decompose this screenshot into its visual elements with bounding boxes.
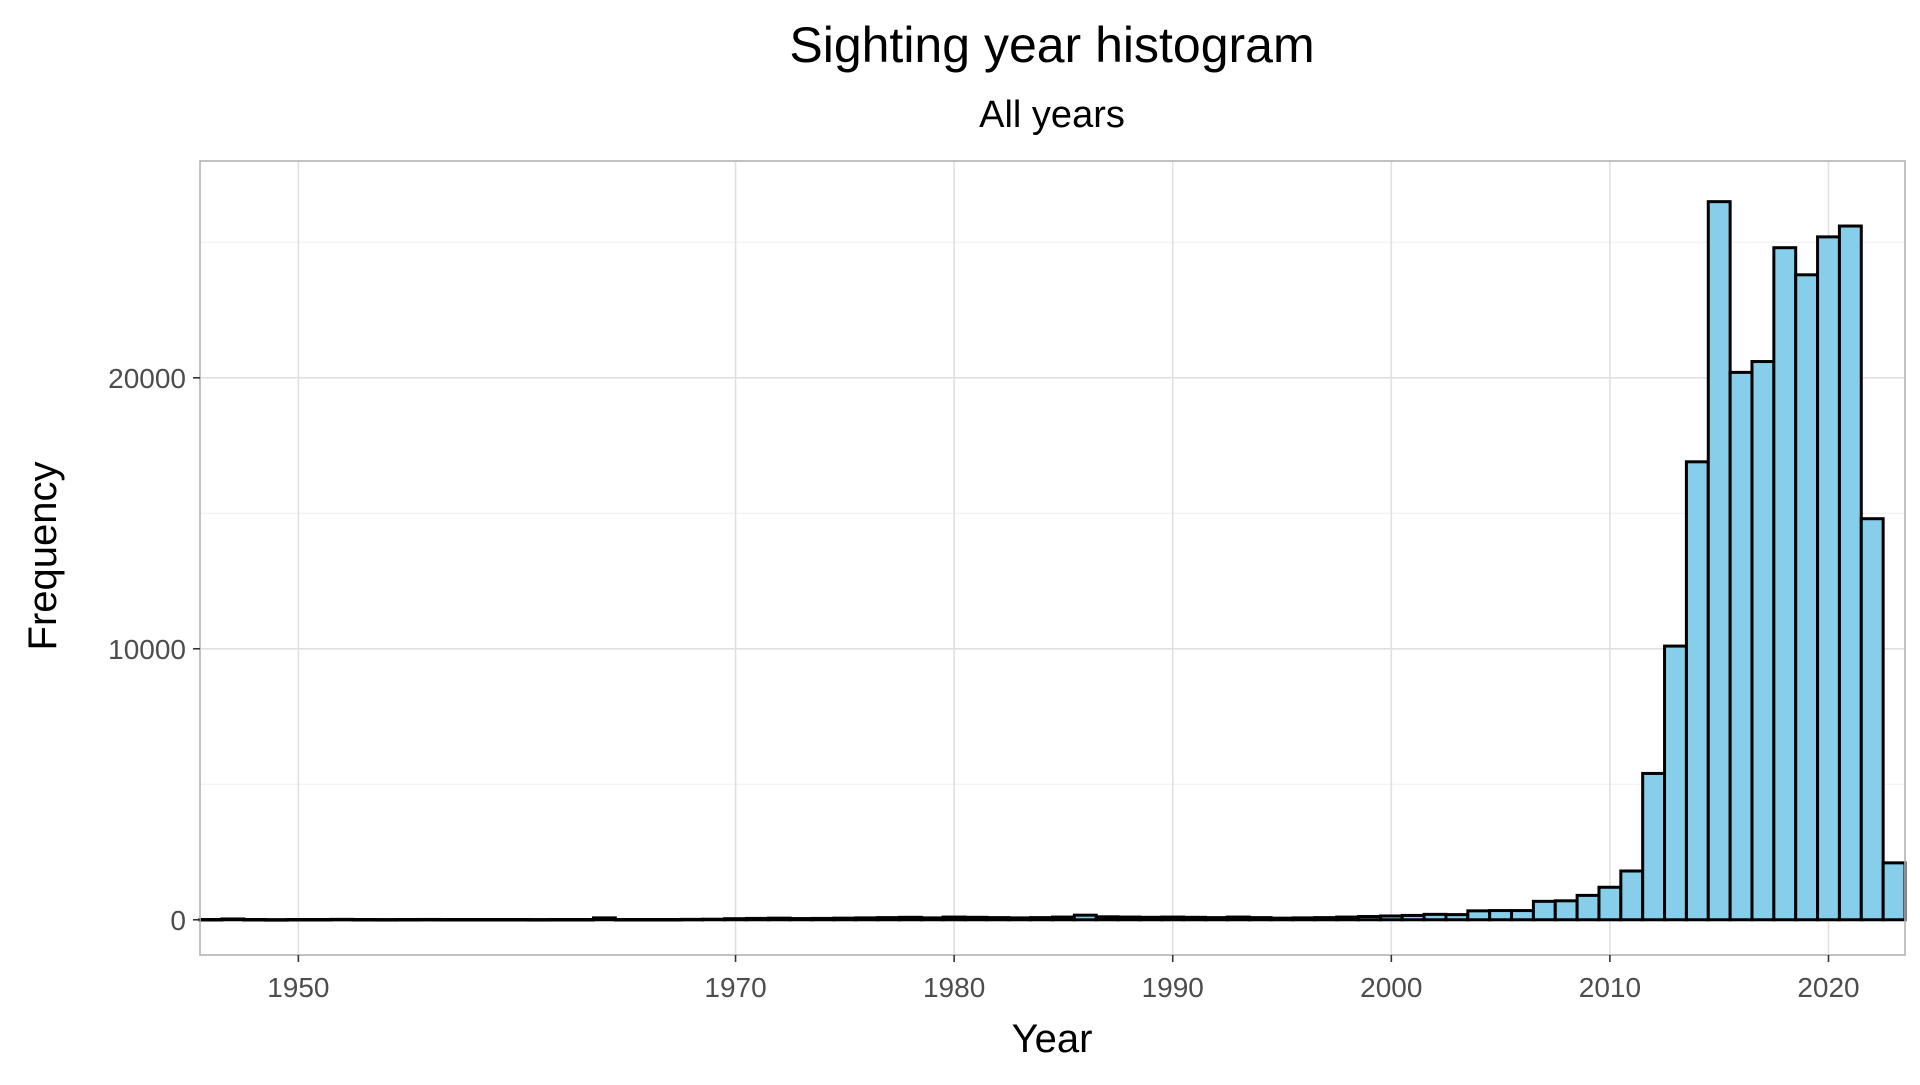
histogram-bar: [482, 918, 508, 922]
histogram-bar: [1444, 913, 1470, 922]
histogram-bar: [1510, 909, 1535, 922]
histogram-bar: [657, 918, 683, 922]
histogram-bar: [570, 918, 595, 922]
histogram-bar: [1269, 916, 1295, 922]
histogram-bar: [788, 917, 814, 922]
histogram-bar: [1663, 644, 1688, 922]
histogram-bar: [723, 917, 748, 922]
histogram-bar: [1772, 246, 1798, 922]
histogram-bar: [1881, 861, 1907, 922]
y-tick-label: 20000: [108, 363, 186, 394]
histogram-bar: [919, 916, 945, 922]
histogram-bar: [1051, 915, 1076, 922]
histogram-bar: [1553, 899, 1579, 922]
histogram-bar: [985, 916, 1011, 922]
histogram-bar: [832, 916, 858, 922]
histogram-bar: [963, 915, 989, 922]
histogram-bar: [285, 918, 311, 922]
histogram-bar: [1291, 916, 1317, 922]
histogram-bar: [438, 918, 464, 922]
histogram-bar: [1575, 893, 1601, 922]
x-tick-label: 1980: [923, 972, 985, 1003]
histogram-bar: [417, 917, 442, 922]
bars: [198, 200, 1907, 922]
histogram-bar: [1684, 460, 1710, 922]
histogram-bar: [1225, 915, 1251, 922]
histogram-bar: [1007, 916, 1033, 922]
y-axis-title: Frequency: [21, 462, 65, 651]
histogram-bar: [329, 917, 355, 922]
histogram-bar: [1029, 916, 1054, 922]
histogram-bar: [1357, 915, 1382, 922]
histogram-bar: [1204, 916, 1229, 922]
x-tick-label: 1990: [1142, 972, 1204, 1003]
histogram-bar: [1138, 915, 1164, 922]
histogram-bar: [373, 918, 399, 922]
histogram-bar: [1706, 200, 1732, 922]
histogram-bar: [395, 918, 421, 922]
histogram-bar: [1400, 913, 1426, 922]
x-tick-label: 1970: [704, 972, 766, 1003]
y-tick-label: 10000: [108, 634, 186, 665]
histogram-bar: [1531, 899, 1557, 922]
plot-panel-border: [199, 160, 1906, 956]
axes: 1950 1970 1980 1990 2000 2010 2020 0 10000 20000: [108, 363, 1860, 1003]
histogram-bar: [242, 918, 268, 922]
histogram-bar: [744, 916, 770, 922]
chart-title: Sighting year histogram: [789, 17, 1314, 73]
chart-subtitle: All years: [979, 94, 1125, 136]
histogram-bar: [1182, 915, 1208, 922]
histogram-bar: [1335, 915, 1361, 922]
histogram-bar: [810, 916, 836, 922]
histogram-bar: [1837, 224, 1863, 922]
histogram-bar: [635, 918, 661, 922]
histogram-bar: [1094, 915, 1120, 922]
histogram-bar: [766, 916, 792, 922]
histogram-bar: [613, 918, 639, 922]
histogram-bar: [1072, 913, 1098, 922]
x-tick-label: 2000: [1360, 972, 1422, 1003]
histogram-bar: [1641, 771, 1667, 922]
histogram-bar: [1859, 517, 1885, 922]
histogram-bar: [504, 918, 530, 922]
histogram-bar: [701, 917, 727, 922]
x-tick-label: 2010: [1579, 972, 1641, 1003]
histogram-bar: [1422, 912, 1448, 922]
histogram-bar: [679, 917, 705, 922]
histogram-bar: [1313, 916, 1339, 922]
histogram-bar: [351, 918, 377, 922]
histogram-bar: [1160, 915, 1186, 922]
histogram-bar: [854, 916, 880, 922]
histogram-bar: [897, 915, 923, 922]
histogram-bar: [1794, 273, 1820, 922]
histogram-bar: [1750, 360, 1776, 922]
x-tick-label: 1950: [267, 972, 329, 1003]
histogram-bar: [876, 916, 901, 922]
histogram-bar: [460, 918, 486, 922]
histogram-bar: [591, 916, 617, 922]
histogram-bar: [1728, 370, 1754, 922]
histogram-bar: [526, 918, 552, 922]
x-axis-title: Year: [1012, 1017, 1093, 1061]
x-tick-label: 2020: [1797, 972, 1859, 1003]
histogram-bar: [941, 915, 967, 922]
y-tick-label: 0: [170, 905, 186, 936]
histogram-bar: [1488, 909, 1514, 922]
histogram-bar: [198, 918, 224, 922]
histogram-bar: [307, 918, 333, 922]
histogram-bar: [264, 918, 289, 922]
histogram-bar: [1816, 235, 1841, 922]
histogram-bar: [548, 918, 574, 922]
histogram-bar: [1466, 909, 1492, 922]
histogram-bar: [1116, 915, 1142, 922]
histogram-bar: [1619, 869, 1645, 922]
histogram-bar: [220, 917, 246, 922]
histogram-bar: [1597, 885, 1623, 922]
histogram-bar: [1378, 914, 1404, 922]
histogram-bar: [1247, 916, 1273, 922]
